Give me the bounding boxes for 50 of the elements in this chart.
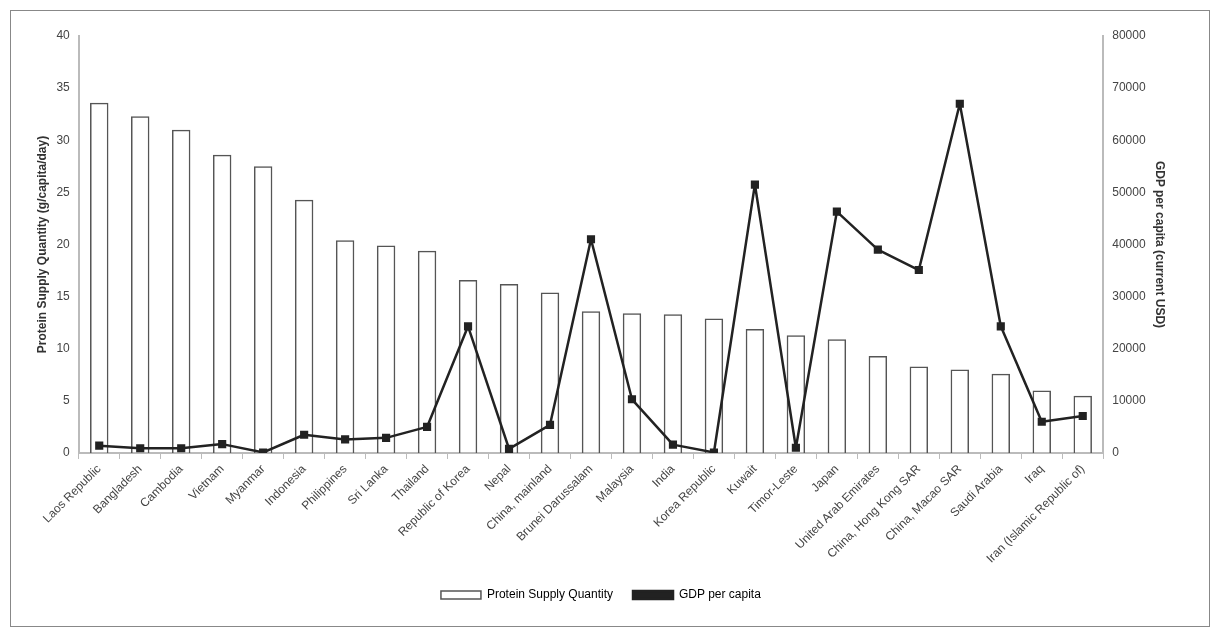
point [914, 265, 923, 275]
y2-tick-label: 40000 [1112, 236, 1146, 251]
y-tick-label: 0 [63, 445, 71, 460]
y-tick-label: 40 [56, 28, 71, 43]
y-tick-label: 15 [56, 288, 71, 303]
y-tick-label: 5 [63, 393, 71, 408]
point [463, 322, 473, 331]
point [1078, 411, 1087, 421]
bar [294, 199, 314, 453]
legend-label: Protein Supply Quantity [486, 587, 614, 602]
point [832, 207, 841, 216]
y-axis-title: Protein Supply Quantity (g/capita/day) [34, 135, 49, 354]
point [218, 440, 227, 449]
y-tick-label: 30 [56, 132, 71, 147]
point [341, 435, 350, 444]
point [545, 420, 555, 429]
bar [90, 102, 109, 453]
y2-tick-label: 30000 [1112, 288, 1146, 303]
point [873, 245, 882, 254]
y2-tick-label: 50000 [1112, 184, 1146, 199]
point [95, 441, 104, 450]
point [750, 180, 759, 189]
y2-tick-label: 10000 [1112, 393, 1146, 408]
y-tick-label: 10 [56, 341, 71, 356]
point [136, 444, 145, 453]
y2-tick-label: 0 [1112, 445, 1120, 460]
y-tick-label: 20 [56, 236, 71, 251]
point [996, 322, 1005, 331]
point [382, 433, 391, 442]
y2-tick-label: 20000 [1112, 341, 1146, 356]
y2-axis-title: GDP per capita (current USD) [1153, 160, 1168, 329]
point [177, 444, 186, 453]
bar [212, 154, 232, 453]
point [300, 430, 309, 439]
legend-label: GDP per capita [679, 587, 762, 602]
point [422, 422, 432, 431]
y2-tick-label: 60000 [1112, 132, 1146, 147]
point [504, 444, 514, 453]
bar [253, 166, 273, 453]
point [1037, 417, 1046, 426]
bar [131, 116, 150, 453]
y-tick-label: 35 [56, 80, 71, 95]
point [791, 443, 800, 452]
y-tick-label: 25 [56, 184, 71, 199]
point [586, 235, 596, 244]
y2-tick-label: 80000 [1112, 28, 1146, 43]
point [668, 440, 678, 449]
y2-tick-label: 70000 [1112, 80, 1146, 95]
point [955, 99, 964, 108]
point [627, 395, 637, 404]
